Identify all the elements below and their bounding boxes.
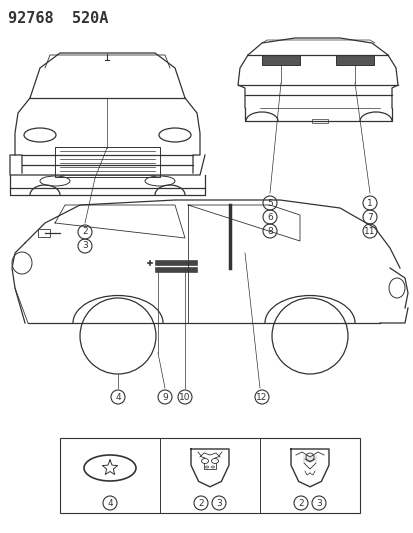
Text: 92768  520A: 92768 520A	[8, 11, 108, 26]
Text: 8: 8	[266, 227, 272, 236]
Bar	[335, 55, 373, 65]
Bar	[154, 260, 197, 265]
Text: 3: 3	[316, 498, 321, 507]
Text: 2: 2	[82, 228, 88, 237]
Bar	[154, 267, 197, 272]
Text: 3: 3	[82, 241, 88, 251]
Text: 9: 9	[162, 392, 167, 401]
Text: 10: 10	[179, 392, 190, 401]
Bar	[311, 119, 327, 123]
Text: 4: 4	[115, 392, 121, 401]
Bar	[38, 229, 50, 237]
Text: 2: 2	[297, 498, 303, 507]
Text: 5: 5	[266, 198, 272, 207]
Bar	[60, 438, 359, 513]
Text: 12: 12	[256, 392, 267, 401]
Text: 4: 4	[107, 498, 112, 507]
Text: 11: 11	[363, 227, 375, 236]
Text: 6: 6	[266, 213, 272, 222]
Text: 3: 3	[216, 498, 221, 507]
Text: 1: 1	[366, 198, 372, 207]
Bar	[55, 147, 159, 177]
Text: 2: 2	[198, 498, 203, 507]
Text: 7: 7	[366, 213, 372, 222]
Bar	[261, 55, 299, 65]
